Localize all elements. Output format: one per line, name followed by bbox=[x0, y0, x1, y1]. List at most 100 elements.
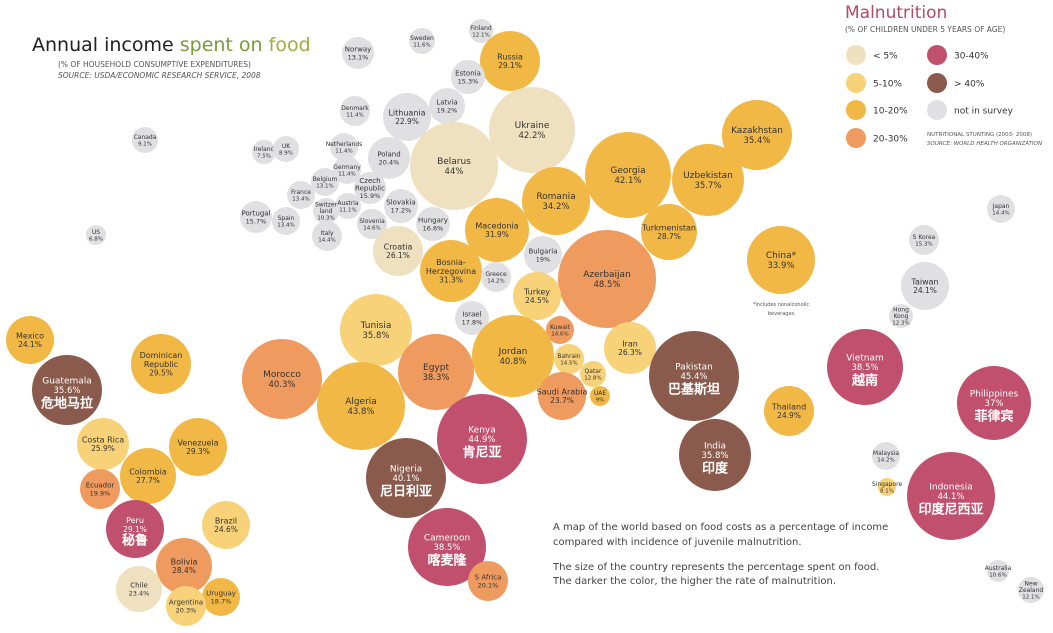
bubble-value-vietnam: 38.5% bbox=[851, 363, 878, 373]
bubble-circle-kenya bbox=[437, 394, 527, 484]
legend-label-2: 5-10% bbox=[873, 80, 902, 90]
bubble-circle-estonia bbox=[451, 60, 485, 94]
bubble-name-lithuania: Lithuania bbox=[388, 108, 425, 117]
bubble-circle-greece bbox=[481, 262, 511, 292]
bubble-value-venezuela: 29.3% bbox=[186, 447, 210, 456]
bubble-name-dominican-republic-1: Dominican bbox=[140, 351, 183, 360]
bubble-circle-macedonia bbox=[465, 198, 529, 262]
bubble-name-philippines: Philippines bbox=[970, 389, 1019, 399]
bubble-name-venezuela: Venezuela bbox=[177, 438, 218, 447]
bubble-name-vietnam: Vietnam bbox=[846, 353, 884, 363]
china-note-line2: beverages bbox=[768, 311, 795, 317]
bubble-circle-uk bbox=[273, 136, 299, 162]
bubble-value-uae: 9% bbox=[596, 397, 605, 403]
bubble-value-china: 33.9% bbox=[767, 261, 794, 271]
bubble-name-switzerland-2: land bbox=[320, 208, 333, 215]
chart-title: Annual income spent on food bbox=[32, 34, 311, 56]
bubble-name-bosnia-herzegovina-1: Bosnia- bbox=[436, 258, 466, 267]
bubble-circle-turkey bbox=[513, 272, 561, 320]
bubble-china: China*33.9% bbox=[747, 226, 815, 294]
title-part3: food bbox=[269, 34, 311, 56]
bubble-circle-costa-rica bbox=[77, 418, 129, 470]
bubble-value-uruguay: 18.7% bbox=[211, 597, 232, 605]
bubble-circle-norway bbox=[342, 37, 374, 69]
description-line4: The darker the color, the higher the rat… bbox=[552, 576, 836, 587]
bubble-circle-georgia bbox=[585, 132, 671, 218]
bubble-circle-venezuela bbox=[169, 418, 227, 476]
bubble-circle-ireland bbox=[252, 140, 276, 164]
bubble-name-germany: Germany bbox=[333, 164, 361, 171]
bubble-value-uzbekistan: 35.7% bbox=[694, 181, 721, 191]
description-line3: The size of the country represents the p… bbox=[552, 562, 879, 573]
bubble-name-uk: UK bbox=[282, 143, 291, 150]
bubble-circle-ukraine bbox=[489, 87, 575, 173]
legend-label-5: 30-40% bbox=[954, 52, 989, 62]
bubble-circle-lithuania bbox=[383, 93, 431, 141]
bubble-circle-finland bbox=[469, 19, 493, 43]
bubble-name-india: India bbox=[704, 441, 726, 451]
bubble-value-romania: 34.2% bbox=[542, 202, 569, 212]
bubble-chinese-label-philippines: 菲律宾 bbox=[974, 409, 1013, 425]
bubble-name-canada: Canada bbox=[134, 134, 157, 141]
bubble-value-turkmenistan: 28.7% bbox=[657, 232, 681, 241]
title-part1: Annual income bbox=[32, 34, 174, 56]
bubble-name-hong-kong-2: Kong bbox=[894, 313, 909, 320]
bubble-value-greece: 14.2% bbox=[487, 278, 504, 284]
bubble-name-costa-rica: Costa Rica bbox=[82, 435, 124, 444]
bubble-name-italy: Italy bbox=[320, 230, 333, 237]
bubble-name-norway: Norway bbox=[345, 46, 372, 54]
bubble-value-colombia: 27.7% bbox=[136, 476, 160, 485]
bubble-value-pakistan: 45.4% bbox=[680, 372, 707, 382]
bubble-name-bosnia-herzegovina-2: Herzegovina bbox=[426, 267, 476, 276]
bubble-circle-china bbox=[747, 226, 815, 294]
bubble-value-macedonia: 31.9% bbox=[485, 230, 509, 239]
bubble-circle-azerbaijan bbox=[558, 230, 656, 328]
bubble-value-hong-kong: 12.3% bbox=[892, 321, 909, 327]
bubble-circle-indonesia bbox=[907, 452, 995, 540]
bubble-circle-philippines bbox=[957, 366, 1031, 440]
bubble-circle-japan bbox=[987, 195, 1015, 223]
bubble-value-denmark: 11.4% bbox=[346, 112, 363, 118]
bubble-value-norway: 13.1% bbox=[348, 53, 369, 61]
bubble-chinese-label-guatemala: 危地马拉 bbox=[41, 396, 93, 412]
bubble-value-bolivia: 28.4% bbox=[172, 566, 196, 575]
bubble-value-azerbaijan: 48.5% bbox=[593, 280, 620, 290]
bubble-value-turkey: 24.5% bbox=[525, 296, 549, 305]
bubble-circle-kuwait bbox=[546, 316, 574, 344]
bubble-value-kuwait: 14.6% bbox=[551, 331, 568, 337]
bubble-name-czech-republic-1: Czech bbox=[359, 177, 380, 185]
bubble-name-switzerland-1: Switzer bbox=[315, 202, 338, 209]
bubble-value-belgium: 13.1% bbox=[316, 183, 333, 189]
bubble-name-kenya: Kenya bbox=[468, 425, 496, 435]
description-line2: compared with incidence of juvenile maln… bbox=[553, 537, 802, 548]
bubble-value-slovenia: 14.6% bbox=[363, 225, 380, 231]
bubble-name-bahrain: Bahrain bbox=[557, 353, 580, 360]
bubble-name-ireland: Ireland bbox=[254, 146, 275, 153]
bubble-value-belarus: 44% bbox=[445, 167, 464, 177]
bubble-name-slovenia: Slovenia bbox=[359, 218, 385, 225]
bubble-name-belgium: Belgium bbox=[313, 176, 338, 183]
bubble-circle-iran bbox=[604, 322, 656, 374]
bubble-name-denmark: Denmark bbox=[341, 105, 369, 112]
bubble-circle-romania bbox=[522, 167, 590, 235]
bubble-chinese-label-peru: 秘鲁 bbox=[122, 533, 148, 549]
bubble-circle-bahrain bbox=[554, 344, 584, 374]
bubble-name-kazakhstan: Kazakhstan bbox=[731, 126, 783, 136]
bubble-circle-cameroon bbox=[408, 508, 486, 586]
bubble-name-australia: Australia bbox=[985, 565, 1012, 572]
bubble-circle-new-zealand bbox=[1018, 577, 1044, 603]
